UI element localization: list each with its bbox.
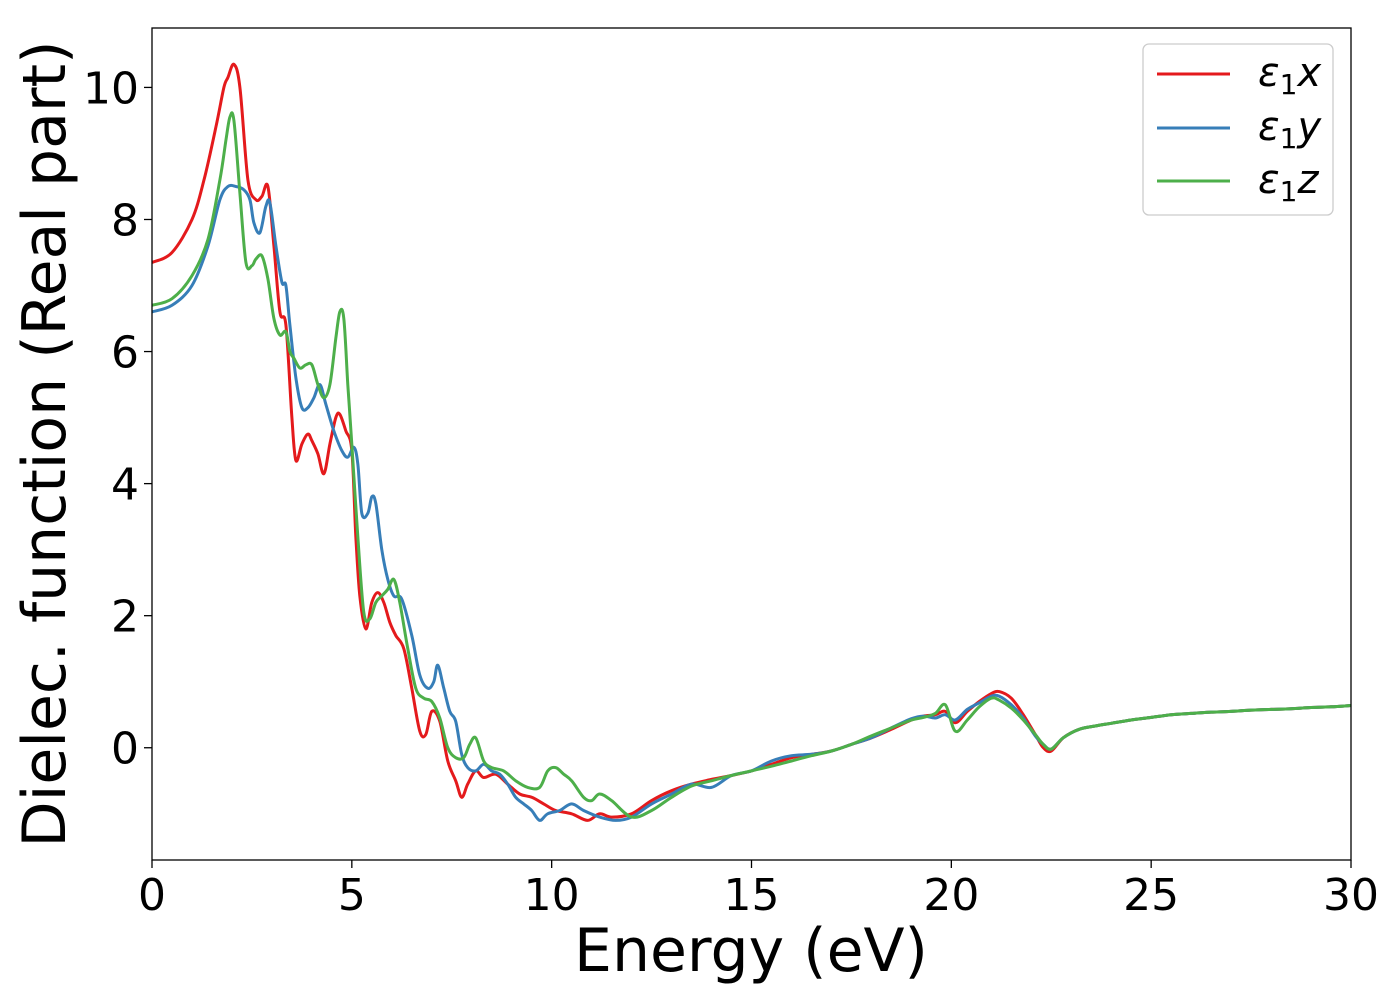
legend-label-x: ε1x (1258, 50, 1321, 101)
x-tick-label: 10 (524, 870, 580, 921)
x-axis-ticks: 0 5 10 15 20 25 30 (138, 860, 1379, 921)
series-line-x (152, 62, 1351, 822)
legend-label-y: ε1y (1258, 104, 1322, 155)
y-axis-title: Dielec. function (Real part) (10, 41, 80, 848)
x-tick-label: 0 (138, 870, 166, 921)
plot-lines (152, 62, 1351, 822)
x-tick-label: 25 (1123, 870, 1179, 921)
y-axis-ticks: 0 2 4 6 8 10 (83, 63, 152, 775)
legend: ε1x ε1y ε1z (1142, 43, 1334, 216)
y-tick-label: 10 (83, 63, 139, 114)
x-tick-label: 20 (923, 870, 979, 921)
y-tick-label: 8 (111, 195, 139, 246)
legend-label-z: ε1z (1258, 157, 1319, 208)
y-tick-label: 0 (111, 724, 139, 775)
x-tick-label: 30 (1323, 870, 1379, 921)
y-tick-label: 4 (111, 460, 139, 511)
y-tick-label: 6 (111, 328, 139, 379)
x-axis-title: Energy (eV) (574, 916, 928, 986)
series-line-z (152, 111, 1351, 819)
y-tick-label: 2 (111, 592, 139, 643)
x-tick-label: 5 (338, 870, 366, 921)
x-tick-label: 15 (724, 870, 780, 921)
legend-box (1142, 43, 1334, 216)
